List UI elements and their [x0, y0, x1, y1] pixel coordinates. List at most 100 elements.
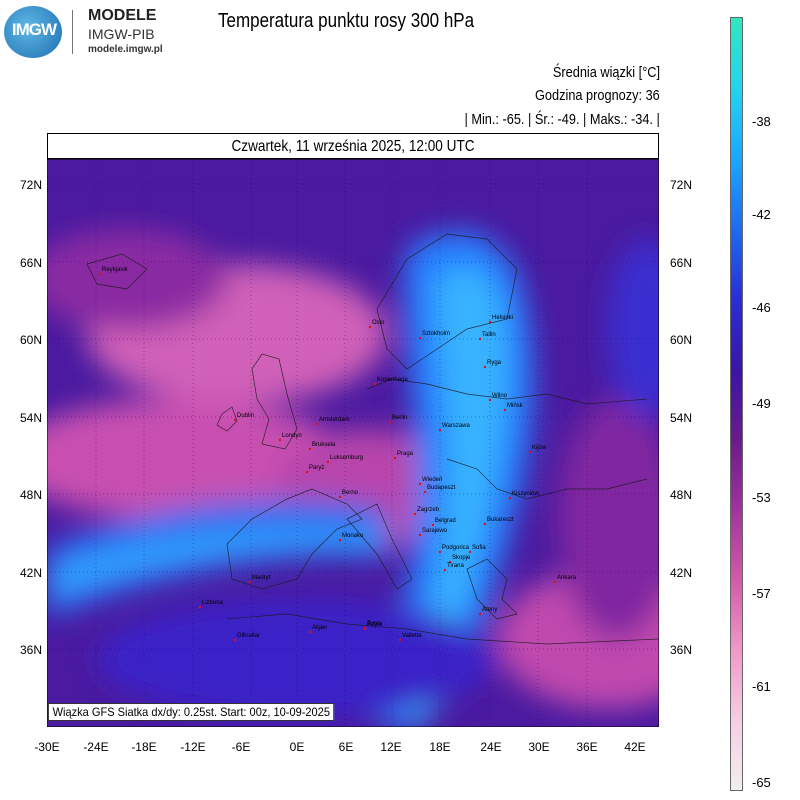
lon-label: 18E	[429, 740, 451, 754]
colorbar-label: -46	[752, 300, 771, 315]
city-marker	[398, 638, 402, 642]
city-label: Valletta	[402, 633, 422, 639]
lon-label: -30E	[34, 740, 60, 754]
city-marker	[305, 470, 309, 474]
city-marker	[368, 325, 372, 329]
lon-label: -18E	[131, 740, 157, 754]
lon-label: 30E	[528, 740, 550, 754]
city-label: Kijów	[532, 445, 547, 451]
city-marker	[488, 320, 492, 324]
colorbar	[730, 17, 743, 791]
lat-label-right: 48N	[670, 488, 693, 502]
lat-label-right: 54N	[670, 411, 693, 425]
city-label: Wiedeń	[422, 477, 442, 483]
date-label: Czwartek, 11 września 2025, 12:00 UTC	[231, 138, 475, 155]
city-marker	[393, 456, 397, 460]
lat-label-left: 54N	[19, 411, 42, 425]
lon-label: 12E	[380, 740, 402, 754]
city-marker	[388, 420, 392, 424]
city-label: Gibraltar	[237, 633, 260, 639]
city-label: Ryga	[487, 360, 502, 366]
city-label: Skopje	[452, 555, 471, 561]
city-marker	[448, 560, 452, 564]
city-marker	[315, 422, 319, 426]
city-marker	[413, 512, 417, 516]
city-marker	[508, 496, 512, 500]
lat-label-left: 60N	[19, 333, 42, 347]
map-title: Temperatura punktu rosy 300 hPa	[218, 10, 475, 32]
city-label: Berno	[342, 490, 359, 496]
lat-label-left: 42N	[19, 566, 42, 580]
city-label: Amsterdam	[319, 417, 350, 423]
city-marker	[478, 612, 482, 616]
city-label: Algier	[312, 625, 327, 631]
city-label: Warszawa	[442, 423, 470, 429]
city-marker	[98, 272, 102, 276]
lon-label: 42E	[624, 740, 646, 754]
city-label: Bruksela	[312, 442, 336, 448]
city-label: Luksemburg	[330, 455, 363, 461]
city-marker	[438, 428, 442, 432]
lon-label: -24E	[83, 740, 109, 754]
city-marker	[553, 580, 557, 584]
city-marker	[308, 447, 312, 451]
city-label: Sarajewo	[422, 528, 448, 534]
imgw-logo	[4, 6, 62, 58]
city-label: Bukareszt	[487, 517, 514, 523]
city-label: Zagrzeb	[417, 507, 440, 513]
city-marker	[233, 418, 237, 422]
city-marker	[483, 522, 487, 526]
city-label: Reykjavik	[102, 267, 129, 273]
city-label: Sztokholm	[422, 331, 450, 337]
city-marker	[443, 568, 447, 572]
colorbar-label: -65	[752, 775, 771, 790]
info-stats: | Min.: -65. | Śr.: -49. | Maks.: -34. |	[464, 111, 660, 128]
colorbar-label: -53	[752, 490, 771, 505]
city-marker	[248, 580, 252, 584]
lon-label: 6E	[338, 740, 354, 754]
city-label: Tirana	[447, 563, 464, 569]
logo-divider	[72, 10, 73, 54]
city-label: Helsinki	[492, 315, 513, 321]
lon-label: -6E	[231, 740, 251, 754]
city-marker	[431, 523, 435, 527]
lat-label-left: 48N	[19, 488, 42, 502]
brand-url[interactable]: modele.imgw.pl	[88, 44, 163, 55]
city-marker	[468, 550, 472, 554]
colorbar-label: -38	[752, 114, 771, 129]
city-marker	[438, 550, 442, 554]
colorbar-label: -57	[752, 586, 771, 601]
city-label: Londyn	[282, 433, 302, 439]
brand-line-2: IMGW-PIB	[88, 26, 155, 42]
city-marker	[418, 482, 422, 486]
city-marker	[418, 336, 422, 340]
map-canvas: Dublin Londyn Amsterdam Bruksela Luksemburg P…	[47, 159, 659, 727]
city-label: Kopenhaga	[377, 377, 408, 383]
lat-label-right: 60N	[670, 333, 693, 347]
city-marker	[278, 438, 282, 442]
city-label: Sofia	[472, 545, 486, 551]
city-label: Wilno	[492, 393, 508, 399]
city-label: Tallin	[482, 332, 496, 338]
city-marker	[338, 538, 342, 542]
city-marker	[363, 627, 367, 631]
coastlines	[86, 233, 659, 645]
city-label: Madryt	[252, 575, 271, 581]
city-marker	[233, 638, 237, 642]
lon-label: 0E	[289, 740, 305, 754]
city-label: Oslo	[372, 320, 385, 326]
city-marker	[418, 533, 422, 537]
city-marker	[528, 450, 532, 454]
city-marker	[326, 460, 330, 464]
lat-label-right: 42N	[670, 566, 693, 580]
lat-label-left: 72N	[19, 178, 42, 192]
colorbar-label: -61	[752, 679, 771, 694]
city-marker	[483, 365, 487, 369]
city-label: Kiszyniów	[512, 491, 539, 497]
lat-label-right: 72N	[670, 178, 693, 192]
city-label: Lizbona	[202, 600, 224, 606]
city-label: Paryż	[309, 465, 324, 471]
lon-label: -12E	[180, 740, 206, 754]
colorbar-label: -42	[752, 207, 771, 222]
logo-text: IMGW	[11, 20, 57, 39]
